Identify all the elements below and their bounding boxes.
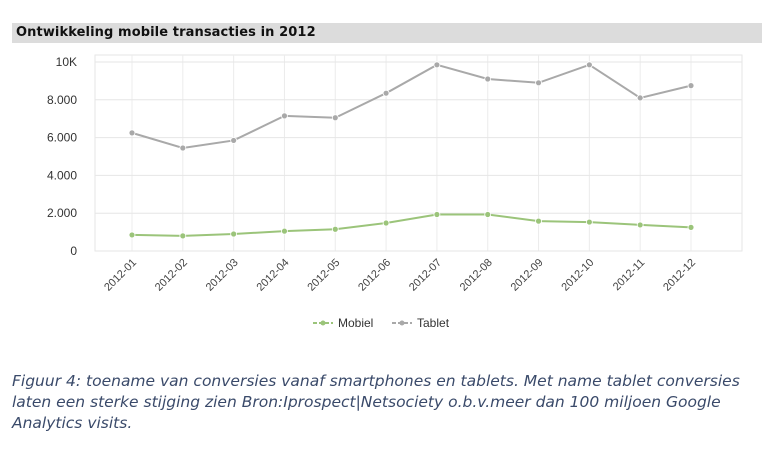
x-tick-label: 2012-02 xyxy=(153,257,190,294)
y-tick-label: 6.000 xyxy=(47,131,77,145)
data-point-tablet xyxy=(433,61,441,69)
legend-label-mobiel: Mobiel xyxy=(338,316,373,330)
data-point-tablet xyxy=(179,144,187,152)
x-tick-label: 2012-10 xyxy=(559,257,596,294)
line-chart: 0 2.000 4.000 6.000 8.000 10K 2012-01 2012-02 20… xyxy=(47,54,743,330)
data-point-tablet xyxy=(636,94,644,102)
data-point-tablet xyxy=(687,82,695,90)
data-point-mobiel xyxy=(281,227,288,235)
x-tick-label: 2012-08 xyxy=(458,257,495,294)
data-point-mobiel xyxy=(636,221,644,229)
data-point-mobiel xyxy=(230,230,238,238)
legend-label-tablet: Tablet xyxy=(417,316,450,330)
x-tick-label: 2012-01 xyxy=(102,257,139,294)
data-point-tablet xyxy=(585,61,593,69)
data-point-mobiel xyxy=(535,217,542,225)
data-point-tablet xyxy=(484,75,492,83)
data-point-mobiel xyxy=(179,232,187,240)
data-point-tablet xyxy=(128,129,136,137)
data-point-tablet xyxy=(281,112,288,120)
y-tick-label: 0 xyxy=(70,244,77,258)
data-point-tablet xyxy=(331,114,339,122)
data-point-mobiel xyxy=(484,211,492,218)
data-point-mobiel xyxy=(433,211,441,218)
y-tick-label: 10K xyxy=(56,55,77,69)
data-point-tablet xyxy=(535,79,542,87)
series-line-mobiel xyxy=(131,213,692,237)
chart-title-bar: Ontwikkeling mobile transacties in 2012 xyxy=(12,23,762,43)
plot-frame xyxy=(94,54,743,252)
chart-title: Ontwikkeling mobile transacties in 2012 xyxy=(16,25,316,40)
x-tick-label: 2012-12 xyxy=(661,257,698,294)
y-tick-label: 2.000 xyxy=(47,206,77,220)
series-line-tablet xyxy=(131,63,692,150)
x-tick-label: 2012-05 xyxy=(305,257,342,294)
data-point-mobiel xyxy=(382,219,390,227)
y-tick-label: 4.000 xyxy=(47,168,77,182)
x-tick-label: 2012-06 xyxy=(356,257,393,294)
figure-caption: Figuur 4: toename van conversies vanaf s… xyxy=(12,372,740,432)
y-tick-label: 8.000 xyxy=(47,93,77,107)
legend-marker-mobiel xyxy=(320,320,326,326)
data-point-tablet xyxy=(382,89,390,97)
x-tick-label: 2012-03 xyxy=(204,257,241,294)
data-point-tablet xyxy=(230,137,238,144)
data-point-mobiel xyxy=(128,231,136,239)
x-tick-label: 2012-04 xyxy=(255,257,292,294)
x-tick-label: 2012-07 xyxy=(407,257,444,294)
x-tick-label: 2012-09 xyxy=(509,257,546,294)
data-point-mobiel xyxy=(585,218,593,226)
data-point-mobiel xyxy=(687,223,695,231)
data-point-mobiel xyxy=(331,225,339,233)
legend-marker-tablet xyxy=(399,320,405,326)
x-tick-label: 2012-11 xyxy=(611,257,647,293)
